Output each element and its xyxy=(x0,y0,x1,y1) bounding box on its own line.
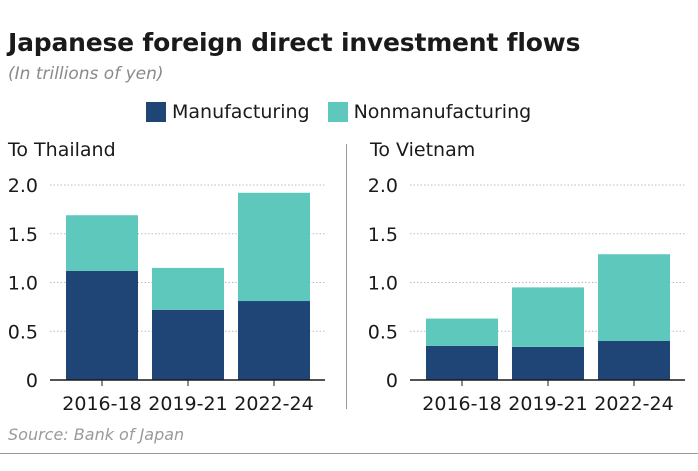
chart-title: Japanese foreign direct investment flows xyxy=(8,28,581,57)
x-tick-label-thailand-0: 2016-18 xyxy=(62,393,141,415)
y-tick-label-vietnam-3: 1.5 xyxy=(368,224,398,246)
bar-thailand-2022-24-manufacturing xyxy=(238,301,310,380)
x-tick-label-vietnam-0: 2016-18 xyxy=(422,393,501,415)
y-tick-label-thailand-3: 1.5 xyxy=(8,224,38,246)
y-tick-label-thailand-0: 0 xyxy=(26,370,38,392)
bar-vietnam-2016-18-manufacturing xyxy=(426,345,498,380)
bar-thailand-2022-24-nonmanufacturing xyxy=(238,192,310,302)
legend-swatch-nonmanufacturing xyxy=(327,102,348,122)
bar-thailand-2019-21-nonmanufacturing xyxy=(152,267,224,310)
y-tick-label-vietnam-1: 0.5 xyxy=(368,321,398,343)
x-tick-label-vietnam-2: 2022-24 xyxy=(594,393,673,415)
bar-vietnam-2022-24-manufacturing xyxy=(598,341,670,380)
x-tick-label-thailand-2: 2022-24 xyxy=(234,393,313,415)
bottom-rule xyxy=(0,453,698,454)
legend: Manufacturing Nonmanufacturing xyxy=(146,101,549,123)
x-tick-label-vietnam-1: 2019-21 xyxy=(508,393,587,415)
panel-title-thailand: To Thailand xyxy=(8,139,116,161)
bar-thailand-2016-18-nonmanufacturing xyxy=(66,215,138,271)
x-tick-label-thailand-1: 2019-21 xyxy=(148,393,227,415)
legend-label-manufacturing: Manufacturing xyxy=(172,101,310,123)
y-tick-label-thailand-1: 0.5 xyxy=(8,321,38,343)
panel-title-vietnam: To Vietnam xyxy=(370,139,476,161)
y-tick-label-thailand-4: 2.0 xyxy=(8,175,38,197)
legend-label-nonmanufacturing: Nonmanufacturing xyxy=(353,101,532,123)
chart-subtitle: (In trillions of yen) xyxy=(8,64,164,84)
y-tick-label-vietnam-4: 2.0 xyxy=(368,175,398,197)
bar-vietnam-2019-21-manufacturing xyxy=(512,346,584,380)
bar-thailand-2016-18-manufacturing xyxy=(66,270,138,380)
bar-vietnam-2019-21-nonmanufacturing xyxy=(512,287,584,347)
legend-swatch-manufacturing xyxy=(146,102,166,122)
legend-item-manufacturing: Manufacturing xyxy=(146,101,310,123)
y-tick-label-vietnam-2: 1.0 xyxy=(368,273,398,295)
bar-vietnam-2016-18-nonmanufacturing xyxy=(426,318,498,346)
source-note: Source: Bank of Japan xyxy=(8,425,185,444)
legend-item-nonmanufacturing: Nonmanufacturing xyxy=(327,101,532,123)
panel-divider xyxy=(346,144,347,409)
bar-vietnam-2022-24-nonmanufacturing xyxy=(598,254,670,341)
y-tick-label-thailand-2: 1.0 xyxy=(8,273,38,295)
bar-thailand-2019-21-manufacturing xyxy=(152,309,224,380)
y-tick-label-vietnam-0: 0 xyxy=(386,370,398,392)
